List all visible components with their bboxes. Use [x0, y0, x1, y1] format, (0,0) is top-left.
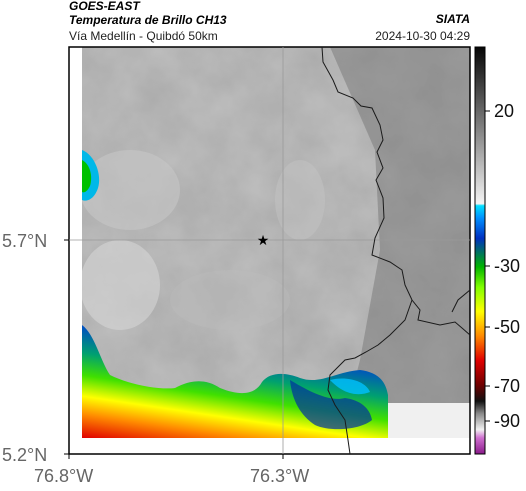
colorbar-tick-m30: -30: [494, 256, 521, 276]
source-label: SIATA: [435, 12, 470, 26]
colorbar-tick-m70: -70: [494, 376, 521, 396]
colorbar: [474, 46, 490, 455]
star-icon: ★: [257, 233, 270, 249]
colorbar-tick-20: 20: [494, 101, 515, 121]
lat-tick-5-7: 5.7°N: [2, 231, 48, 251]
admin-border-south: [327, 299, 413, 455]
product-title: Temperatura de Brillo CH13: [69, 13, 227, 27]
timestamp: 2024-10-30 04:29: [375, 29, 470, 43]
lon-tick-76-8: 76.8°W: [34, 466, 94, 486]
lat-tick-5-2: 5.2°N: [2, 445, 48, 465]
lon-tick-76-3: 76.3°W: [250, 466, 310, 486]
satellite-label: GOES-EAST: [69, 0, 140, 13]
map-frame: [68, 46, 471, 455]
admin-border: [321, 46, 471, 336]
brightness-field: [82, 47, 470, 438]
colorbar-tick-m50: -50: [494, 317, 521, 337]
region-label: Vía Medellín - Quibdó 50km: [69, 29, 218, 43]
colorbar-tick-m90: -90: [494, 411, 521, 431]
